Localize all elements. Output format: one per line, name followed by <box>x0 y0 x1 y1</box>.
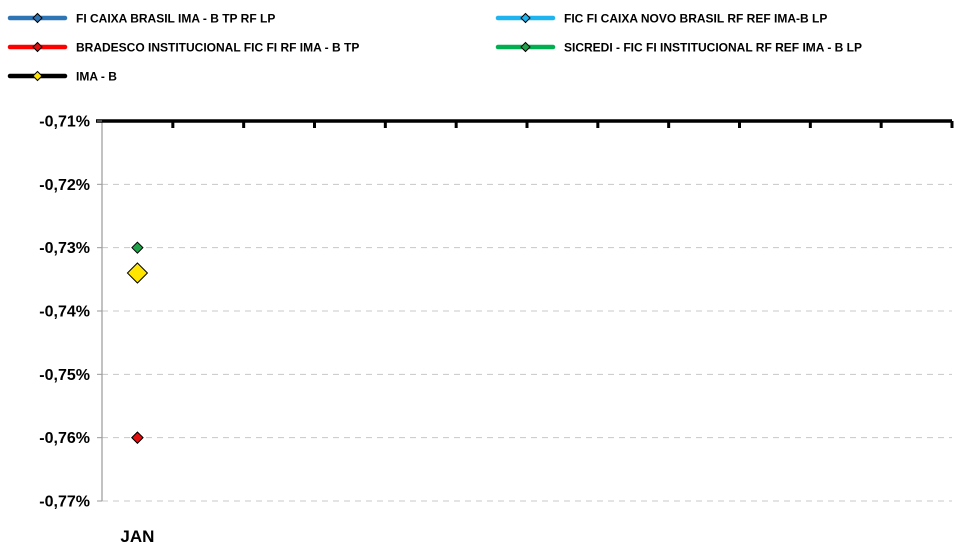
y-tick-labels: -0,71% -0,72% -0,73% -0,74% -0,75% -0,76% -0,7… <box>39 114 90 511</box>
gridlines <box>102 183 952 502</box>
axes <box>96 119 954 502</box>
legend-item: FIC FI CAIXA NOVO BRASIL RF REF IMA-B LP <box>495 12 827 26</box>
y-tick-label: -0,76% <box>39 430 90 447</box>
legend-label: BRADESCO INSTITUCIONAL FIC FI RF IMA - B… <box>76 41 359 55</box>
y-tick-label: -0,74% <box>39 304 90 321</box>
legend-item: FI CAIXA BRASIL IMA - B TP RF LP <box>7 12 275 26</box>
y-tick-label: -0,71% <box>39 114 90 131</box>
legend-marker-diamond-icon <box>32 70 43 82</box>
y-tick-label: -0,73% <box>39 240 90 257</box>
data-point <box>126 262 149 284</box>
data-point <box>131 241 144 254</box>
legend-item: BRADESCO INSTITUCIONAL FIC FI RF IMA - B… <box>7 41 359 55</box>
legend-marker-diamond-icon <box>32 41 43 53</box>
legend-marker-diamond-icon <box>32 12 43 24</box>
legend-label: SICREDI - FIC FI INSTITUCIONAL RF REF IM… <box>564 41 862 55</box>
x-category-labels: JAN <box>120 527 154 546</box>
legend-item: IMA - B <box>7 70 117 84</box>
legend-marker-diamond-icon <box>520 12 531 24</box>
x-category-label: JAN <box>120 527 154 546</box>
y-tick-label: -0,72% <box>39 177 90 194</box>
legend-label: IMA - B <box>76 70 117 84</box>
data-point <box>131 431 144 444</box>
legend-marker-diamond-icon <box>520 41 531 53</box>
legend: FI CAIXA BRASIL IMA - B TP RF LP FIC FI C… <box>7 12 862 84</box>
data-points <box>126 241 149 444</box>
y-tick-label: -0,75% <box>39 367 90 384</box>
y-tick-label: -0,77% <box>39 494 90 511</box>
legend-label: FI CAIXA BRASIL IMA - B TP RF LP <box>76 12 275 26</box>
legend-label: FIC FI CAIXA NOVO BRASIL RF REF IMA-B LP <box>564 12 827 26</box>
legend-item: SICREDI - FIC FI INSTITUCIONAL RF REF IM… <box>495 41 862 55</box>
